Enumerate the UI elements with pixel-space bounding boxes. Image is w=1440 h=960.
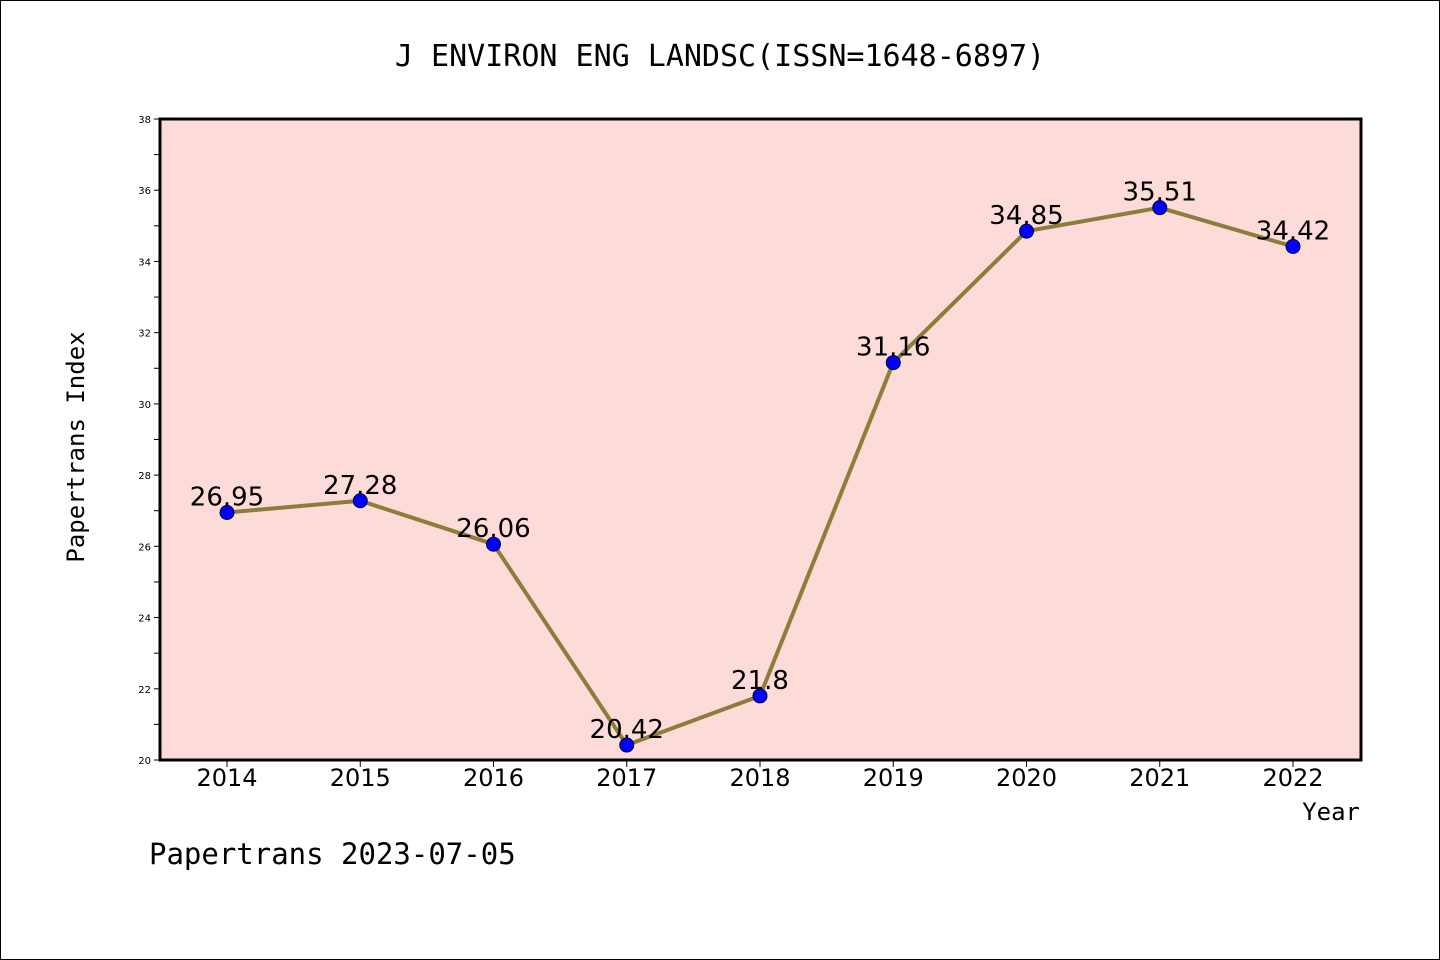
y-tick-label: 36 [138, 186, 151, 197]
data-label: 34.42 [1256, 216, 1330, 246]
x-tick-label: 2019 [863, 764, 924, 792]
y-axis-label: Papertrans Index [62, 331, 90, 562]
footer-text: Papertrans 2023-07-05 [149, 837, 516, 871]
y-tick-label: 26 [138, 542, 151, 553]
data-label: 35.51 [1123, 178, 1197, 208]
data-label: 34.85 [989, 201, 1063, 231]
y-tick-label: 20 [138, 756, 151, 767]
y-axis: 20 22 24 26 28 30 32 34 36 38 [138, 115, 160, 767]
x-axis-label: Year [1302, 798, 1360, 826]
y-tick-label: 28 [138, 471, 151, 482]
data-point [352, 493, 368, 509]
x-tick-label: 2015 [330, 764, 391, 792]
data-label: 20.42 [590, 715, 664, 745]
data-point [219, 505, 235, 521]
data-label: 27.28 [323, 471, 397, 501]
y-tick-label: 32 [138, 329, 151, 340]
y-tick-label: 34 [138, 257, 151, 268]
data-point [1019, 223, 1034, 239]
y-tick-label: 38 [138, 115, 151, 126]
chart-title: J ENVIRON ENG LANDSC(ISSN=1648-6897) [395, 39, 1045, 74]
x-tick-label: 2020 [996, 764, 1057, 792]
plot-border [158, 117, 1363, 762]
x-tick-label: 2018 [729, 764, 790, 792]
x-tick-label: 2017 [596, 764, 657, 792]
data-markers [219, 200, 1301, 753]
data-label: 31.16 [856, 333, 930, 363]
x-tick-label: 2021 [1129, 764, 1190, 792]
plot-area [160, 119, 1361, 760]
data-point [885, 355, 901, 371]
x-tick-label: 2016 [463, 764, 524, 792]
data-point [752, 688, 768, 704]
y-tick-label: 30 [138, 400, 151, 411]
data-label: 26.06 [456, 514, 530, 544]
x-tick-label: 2014 [196, 764, 257, 792]
data-point [1152, 200, 1168, 216]
data-point [486, 536, 501, 552]
y-tick-label: 24 [138, 614, 151, 625]
data-label: 26.95 [190, 483, 264, 513]
x-tick-label: 2022 [1262, 764, 1323, 792]
data-label: 21.8 [731, 666, 789, 696]
y-tick-label: 22 [138, 685, 151, 696]
data-point [619, 737, 635, 753]
x-axis: 2014 2015 2016 2017 2018 2019 2020 2021 2022 [196, 760, 1324, 792]
data-point [1285, 238, 1301, 254]
data-labels: 26.95 27.28 26.06 20.42 21.8 31.16 34.85 35.51 3… [190, 178, 1330, 745]
